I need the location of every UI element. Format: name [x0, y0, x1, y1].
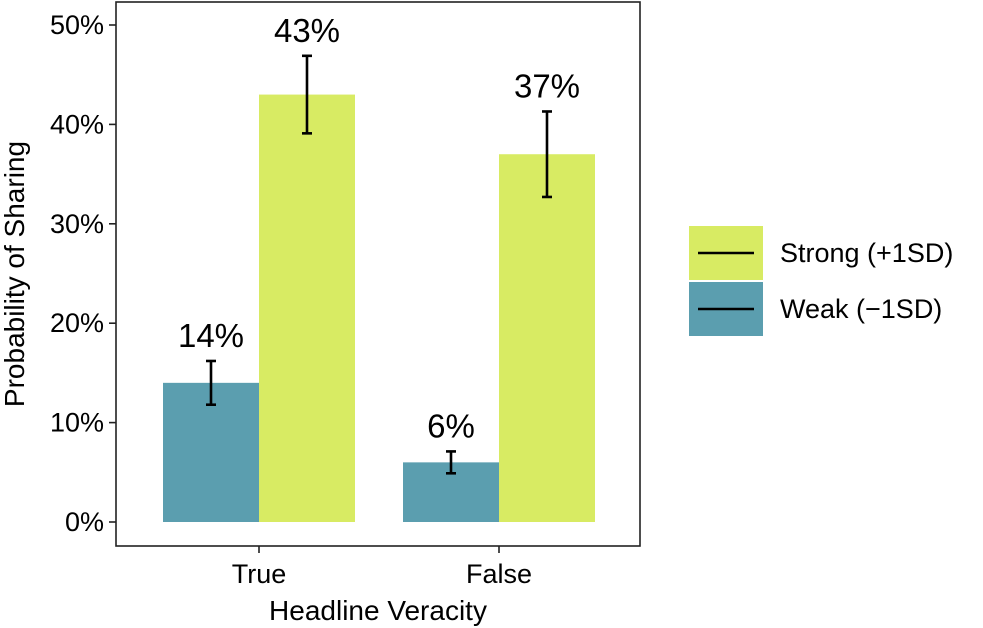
y-tick-label: 0% — [65, 507, 104, 537]
legend-label: Weak (−1SD) — [780, 294, 942, 324]
legend-item: Strong (+1SD) — [689, 226, 953, 280]
data-label: 37% — [514, 67, 580, 104]
y-axis: 0% 10% 20% 30% 40% 50% — [50, 10, 116, 537]
bar — [499, 154, 595, 522]
legend-item: Weak (−1SD) — [689, 282, 942, 336]
y-tick-label: 10% — [50, 408, 104, 438]
y-tick-label: 30% — [50, 209, 104, 239]
y-tick-label: 20% — [50, 308, 104, 338]
error-bar — [206, 359, 216, 407]
x-tick-label: False — [466, 559, 532, 589]
legend: Strong (+1SD) Weak (−1SD) — [689, 226, 953, 336]
error-bar — [446, 450, 456, 475]
bar — [163, 382, 259, 522]
data-label: 6% — [427, 407, 475, 444]
plot-panel-border — [115, 1, 641, 547]
legend-label: Strong (+1SD) — [780, 238, 953, 268]
bar — [259, 94, 355, 522]
x-tick-label: True — [232, 559, 287, 589]
data-label: 14% — [178, 317, 244, 354]
x-axis: True False — [232, 546, 532, 589]
y-tick-label: 40% — [50, 109, 104, 139]
data-label: 43% — [274, 12, 340, 49]
y-tick-label: 50% — [50, 10, 104, 40]
error-bar — [302, 54, 312, 135]
y-axis-title: Probability of Sharing — [0, 141, 30, 407]
error-bar — [542, 110, 552, 199]
x-axis-title: Headline Veracity — [269, 595, 487, 626]
plot-area: 14% 6% 43% 37% — [163, 12, 595, 522]
